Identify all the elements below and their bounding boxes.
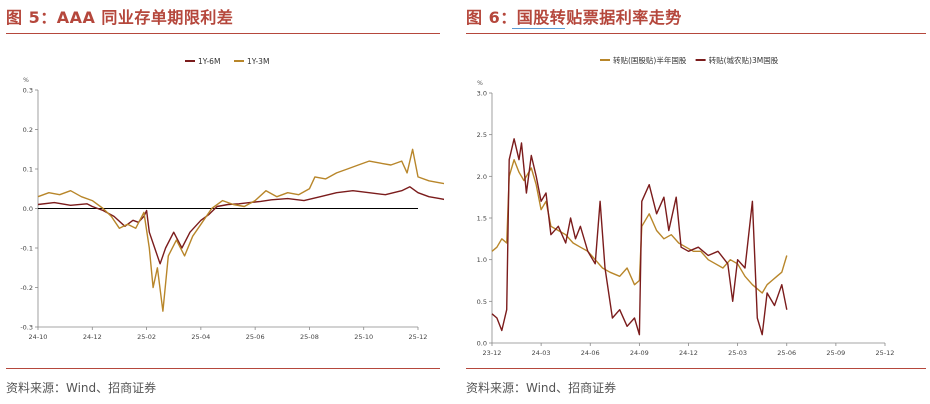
figure-6-panel: 图 6：国股转贴票据利率走势 % 3.0 2.5 2.0 1.5 1.0 0.5 0.0 23-… bbox=[460, 0, 930, 404]
fig6-x-tick-label: 25-06 bbox=[777, 349, 796, 357]
fig5-y-tick-label: -0.1 bbox=[20, 245, 33, 253]
fig5-x-tick-label: 24-12 bbox=[83, 333, 102, 341]
fig5-legend-label-1: 1Y-6M bbox=[198, 57, 220, 66]
fig5-x-tick-label: 25-12 bbox=[409, 333, 428, 341]
fig6-x-tick-label: 25-12 bbox=[876, 349, 895, 357]
fig6-x-tick-label: 24-09 bbox=[630, 349, 649, 357]
fig6-legend-label-2: 转贴(城农贴)3M国股 bbox=[709, 55, 779, 65]
fig6-y-tick-label: 0.0 bbox=[477, 340, 487, 348]
figure-5-panel: 图 5：AAA 同业存单期限利差 % 0.3 0.2 0.1 0.0 -0.1 -0.2 -0… bbox=[0, 0, 444, 404]
figure-5-source: 资料来源：Wind、招商证券 bbox=[6, 381, 157, 395]
fig5-x-tick-label: 25-10 bbox=[354, 333, 373, 341]
fig5-unit-label: % bbox=[23, 77, 29, 84]
fig6-y-tick-label: 1.5 bbox=[477, 215, 487, 223]
fig6-x-tick-label: 24-06 bbox=[581, 349, 600, 357]
figure-5-title: 图 5：AAA 同业存单期限利差 bbox=[6, 8, 234, 27]
figure-6-top-rule bbox=[466, 33, 926, 34]
figure-5-top-rule bbox=[6, 33, 440, 34]
fig5-series-line-2 bbox=[37, 148, 444, 312]
fig6-x-tick-label: 24-12 bbox=[679, 349, 698, 357]
fig5-x-tick-label: 25-02 bbox=[137, 333, 156, 341]
fig5-y-tick-label: 0.0 bbox=[23, 205, 33, 213]
fig6-y-tick-label: 3.0 bbox=[477, 90, 487, 98]
figure-5-chart: % 0.3 0.2 0.1 0.0 -0.1 -0.2 -0.324-10 24-12 25-02… bbox=[20, 57, 444, 341]
fig6-y-tick-label: 1.0 bbox=[477, 256, 487, 264]
title-underline-mark bbox=[512, 25, 565, 29]
fig5-y-tick-label: -0.2 bbox=[20, 284, 33, 292]
fig6-y-tick-label: 2.5 bbox=[477, 131, 487, 139]
figure-6-chart: % 3.0 2.5 2.0 1.5 1.0 0.5 0.023-12 24-03 24-06 24-… bbox=[477, 55, 895, 357]
fig5-y-tick-label: -0.3 bbox=[20, 324, 33, 332]
fig5-y-tick-label: 0.2 bbox=[23, 126, 33, 134]
fig6-x-tick-label: 25-09 bbox=[826, 349, 845, 357]
fig5-series-line-1 bbox=[37, 186, 444, 265]
fig6-x-tick-label: 24-03 bbox=[532, 349, 551, 357]
figure-6-title: 图 6：国股转贴票据利率走势 bbox=[466, 8, 682, 27]
fig6-unit-label: % bbox=[477, 80, 483, 87]
fig5-y-tick-label: 0.3 bbox=[23, 87, 33, 95]
figure-5-bottom-rule bbox=[6, 368, 440, 369]
fig6-series-line-2 bbox=[491, 138, 788, 336]
fig6-x-tick-label: 23-12 bbox=[483, 349, 502, 357]
fig5-y-tick-label: 0.1 bbox=[23, 166, 33, 174]
fig5-x-tick-label: 25-06 bbox=[246, 333, 265, 341]
fig6-y-tick-label: 2.0 bbox=[477, 173, 487, 181]
fig6-legend-label-1: 转贴(国股贴)半年国股 bbox=[613, 55, 687, 65]
fig5-x-tick-label: 25-08 bbox=[300, 333, 319, 341]
fig6-x-tick-label: 25-03 bbox=[728, 349, 747, 357]
fig6-y-tick-label: 0.5 bbox=[477, 298, 487, 306]
fig5-legend-label-2: 1Y-3M bbox=[247, 57, 269, 66]
figure-6-bottom-rule bbox=[466, 368, 926, 369]
fig5-x-tick-label: 25-04 bbox=[191, 333, 210, 341]
figure-6-source: 资料来源：Wind、招商证券 bbox=[466, 381, 617, 395]
fig5-x-tick-label: 24-10 bbox=[29, 333, 48, 341]
